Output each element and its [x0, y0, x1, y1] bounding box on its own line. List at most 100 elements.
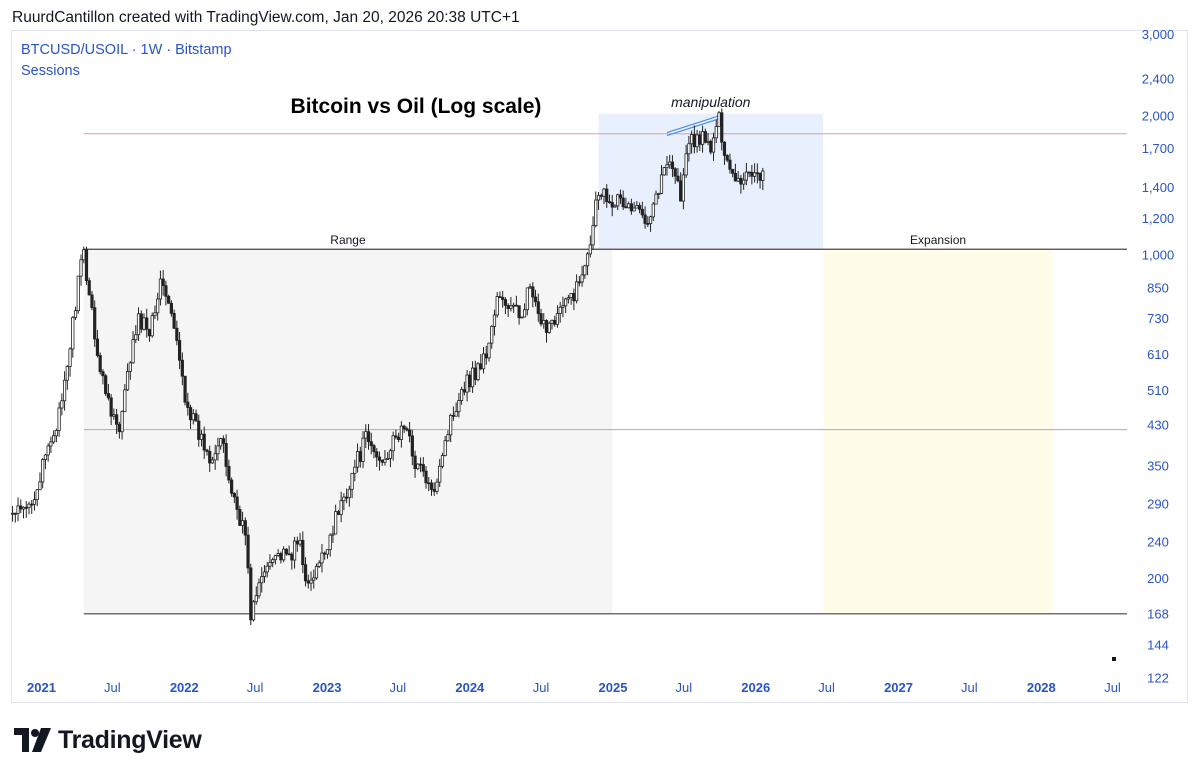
candle-up [342, 496, 346, 502]
price-chart[interactable]: Range manipulation Expansion 3,000 2,400 2,0… [11, 30, 1188, 703]
candle-up [575, 281, 579, 302]
candle-down [232, 492, 236, 498]
candle-down [610, 201, 614, 208]
candle-up [347, 488, 351, 498]
candle-down [106, 393, 110, 399]
candle-down [101, 371, 105, 377]
candle-up [57, 407, 61, 431]
candle-down [605, 188, 609, 203]
candle-up [292, 540, 297, 561]
candle-up [446, 434, 450, 442]
candle-down [703, 131, 707, 143]
candle-down [728, 159, 732, 170]
candle-down [553, 319, 557, 325]
candle-down [194, 413, 198, 422]
candle-down [750, 171, 754, 177]
candle-up [68, 348, 72, 367]
candle-down [235, 496, 239, 510]
candle-down [725, 155, 729, 161]
candle-up [594, 199, 598, 227]
candle-up [16, 505, 20, 515]
candle-down [621, 197, 625, 208]
candle-up [440, 455, 445, 467]
x-tick-label: 2021 [27, 680, 56, 695]
candle-up [268, 562, 272, 567]
candle-up [470, 367, 475, 388]
x-tick-label: Jul [533, 680, 550, 695]
candle-down [147, 328, 152, 337]
candle-up [684, 153, 688, 176]
candle-up [213, 453, 217, 461]
candle-down [301, 539, 305, 566]
candle-up [662, 167, 666, 176]
candle-up [449, 415, 453, 436]
candle-down [369, 441, 373, 447]
candle-down [451, 415, 456, 417]
candle-up [487, 342, 491, 359]
candle-down [377, 456, 382, 461]
candle-up [191, 413, 195, 421]
candle-up [566, 297, 571, 300]
candle-up [681, 174, 686, 202]
tradingview-logo[interactable]: TradingView [14, 724, 202, 756]
candle-down [679, 180, 683, 202]
candle-up [43, 454, 48, 461]
candle-up [355, 451, 360, 468]
legend-symbol[interactable]: BTCUSD/USOIL · 1W · Bitstamp [21, 42, 232, 58]
candle-down [755, 172, 759, 175]
candle-down [517, 305, 521, 319]
candle-up [561, 305, 565, 308]
candle-up [711, 137, 716, 153]
candle-down [167, 295, 171, 304]
candle-up [736, 177, 740, 182]
y-tick-label: 200 [1147, 571, 1169, 586]
candle-down [676, 175, 680, 182]
annotation-box-expansion [823, 249, 1054, 614]
candle-down [722, 141, 727, 156]
candle-up [596, 194, 601, 201]
candle-down [93, 307, 97, 340]
candle-up [38, 481, 42, 491]
candle-up [416, 463, 420, 470]
candle-up [583, 265, 587, 276]
y-tick-label: 2,000 [1142, 108, 1175, 123]
candle-up [460, 389, 464, 401]
candle-up [761, 170, 765, 181]
candle-up [522, 309, 527, 318]
candle-up [240, 520, 245, 526]
candle-up [542, 320, 546, 325]
candle-down [407, 429, 412, 437]
y-tick-label: 1,200 [1142, 211, 1175, 226]
candle-down [295, 540, 299, 545]
candle-up [210, 459, 215, 464]
chart-title: Bitcoin vs Oil (Log scale) [291, 95, 542, 118]
candle-up [312, 577, 316, 581]
candle-up [742, 179, 746, 185]
candle-down [643, 214, 647, 224]
chart-border [11, 30, 1188, 703]
legend-sessions[interactable]: Sessions [21, 63, 80, 79]
candle-down [410, 435, 414, 457]
y-tick-label: 290 [1147, 497, 1169, 512]
candle-up [298, 539, 302, 545]
candle-down [731, 168, 735, 174]
tradingview-logo-text: TradingView [58, 725, 202, 754]
candle-down [372, 445, 376, 453]
candle-up [82, 249, 86, 261]
candle-down [197, 420, 201, 440]
candle-down [202, 433, 206, 451]
candle-down [279, 553, 283, 561]
candle-down [188, 407, 193, 421]
y-tick-label: 730 [1147, 311, 1169, 326]
x-tick-label: 2028 [1027, 680, 1056, 695]
chart-frame[interactable]: Range manipulation Expansion 3,000 2,400 2,0… [11, 30, 1188, 703]
x-tick-label: 2025 [599, 680, 628, 695]
candle-up [361, 437, 365, 462]
candle-up [46, 445, 50, 456]
candle-down [164, 285, 168, 297]
y-tick-label: 350 [1147, 459, 1169, 474]
candle-up [60, 400, 64, 409]
candle-up [585, 253, 590, 267]
candle-down [336, 511, 341, 515]
candle-down [577, 281, 581, 284]
